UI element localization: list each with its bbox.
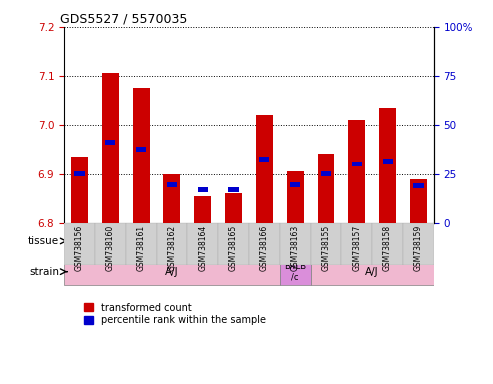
Text: A/J: A/J xyxy=(165,266,179,277)
Bar xyxy=(256,115,273,223)
Text: GSM738160: GSM738160 xyxy=(106,224,115,271)
Bar xyxy=(71,157,88,223)
Bar xyxy=(379,108,396,223)
Text: control: control xyxy=(169,236,206,246)
Bar xyxy=(102,73,119,223)
Bar xyxy=(321,171,331,176)
FancyBboxPatch shape xyxy=(311,223,341,265)
Text: GSM738156: GSM738156 xyxy=(75,224,84,271)
FancyBboxPatch shape xyxy=(403,223,434,265)
FancyBboxPatch shape xyxy=(218,223,249,265)
FancyBboxPatch shape xyxy=(311,228,434,254)
FancyBboxPatch shape xyxy=(95,223,126,265)
Text: GSM738163: GSM738163 xyxy=(291,224,300,271)
FancyBboxPatch shape xyxy=(280,223,311,265)
FancyBboxPatch shape xyxy=(64,223,95,265)
Text: strain: strain xyxy=(29,266,59,277)
Bar xyxy=(317,154,334,223)
Bar xyxy=(290,182,300,187)
FancyBboxPatch shape xyxy=(157,223,187,265)
Bar xyxy=(228,187,239,192)
Bar xyxy=(74,171,85,176)
FancyBboxPatch shape xyxy=(372,223,403,265)
Bar xyxy=(410,179,427,223)
Text: GSM738165: GSM738165 xyxy=(229,224,238,271)
FancyBboxPatch shape xyxy=(280,259,311,285)
Bar xyxy=(133,88,149,223)
Text: GSM738157: GSM738157 xyxy=(352,224,361,271)
FancyBboxPatch shape xyxy=(311,259,434,285)
Legend: transformed count, percentile rank within the sample: transformed count, percentile rank withi… xyxy=(80,299,270,329)
Bar xyxy=(136,147,146,152)
Text: GSM738166: GSM738166 xyxy=(260,224,269,271)
Text: GSM738162: GSM738162 xyxy=(168,224,176,271)
Text: rhabdomyosarcoma tumor: rhabdomyosarcoma tumor xyxy=(312,237,432,245)
Bar xyxy=(352,162,362,166)
Text: GSM738159: GSM738159 xyxy=(414,224,423,271)
Text: BALB
/c: BALB /c xyxy=(284,262,306,281)
Text: GDS5527 / 5570035: GDS5527 / 5570035 xyxy=(61,13,188,26)
Bar xyxy=(287,171,304,223)
Bar xyxy=(225,194,242,223)
FancyBboxPatch shape xyxy=(64,259,280,285)
Bar xyxy=(259,157,270,162)
Bar xyxy=(167,182,177,187)
Bar xyxy=(164,174,180,223)
Bar xyxy=(413,183,423,188)
FancyBboxPatch shape xyxy=(341,223,372,265)
FancyBboxPatch shape xyxy=(249,223,280,265)
Text: GSM738155: GSM738155 xyxy=(321,224,330,271)
Bar xyxy=(198,187,208,192)
FancyBboxPatch shape xyxy=(64,228,311,254)
Bar xyxy=(383,159,393,164)
Text: GSM738161: GSM738161 xyxy=(137,224,145,271)
Text: tissue: tissue xyxy=(28,236,59,246)
FancyBboxPatch shape xyxy=(126,223,157,265)
Bar xyxy=(194,196,211,223)
Text: GSM738164: GSM738164 xyxy=(198,224,207,271)
Text: A/J: A/J xyxy=(365,266,379,277)
Bar xyxy=(105,141,115,146)
Text: GSM738158: GSM738158 xyxy=(383,224,392,271)
FancyBboxPatch shape xyxy=(187,223,218,265)
Bar xyxy=(349,120,365,223)
